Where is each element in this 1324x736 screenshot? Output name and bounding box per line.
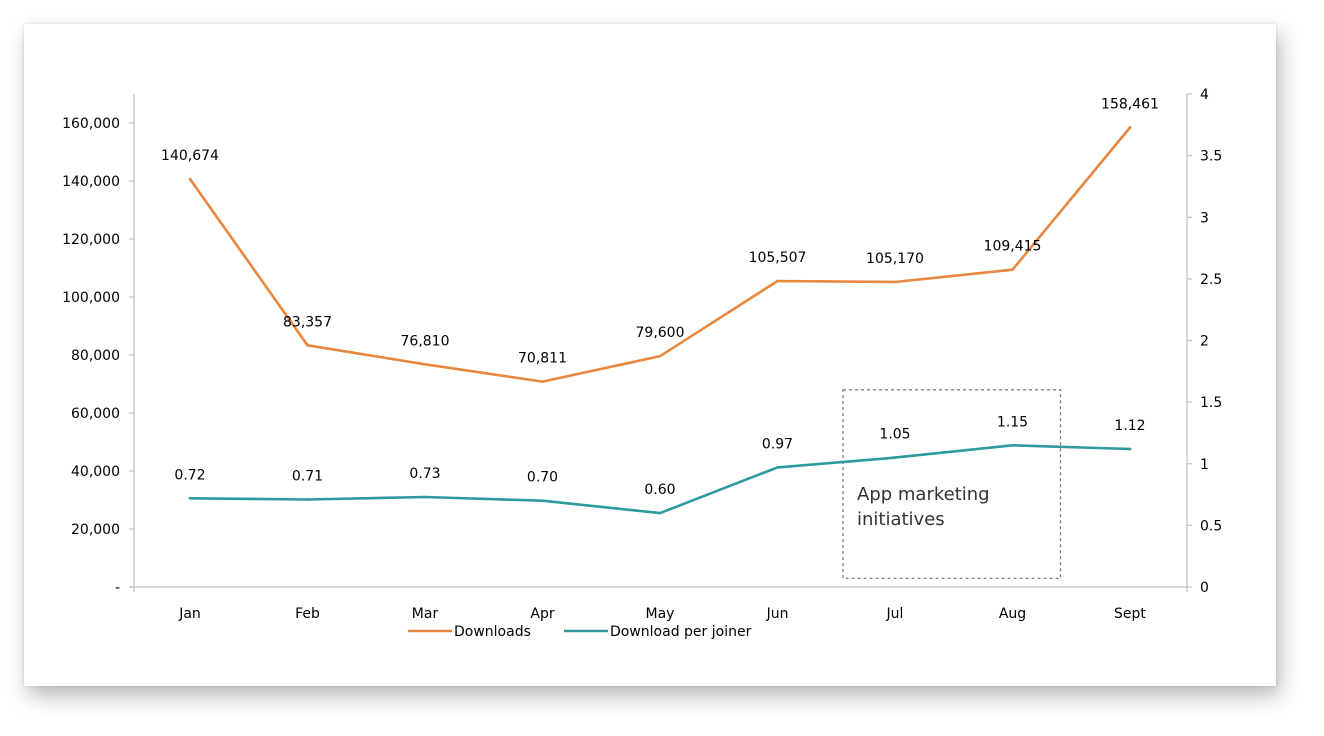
data-point [541, 499, 544, 503]
x-tick-label: May [646, 606, 675, 622]
x-tick-label: Mar [412, 606, 439, 622]
data-label: 0.60 [644, 482, 675, 498]
data-label: 1.05 [879, 427, 910, 443]
data-point [541, 380, 544, 383]
data-label: 105,170 [866, 251, 924, 267]
left-y-tick-label: - [115, 580, 120, 596]
x-tick-label: Aug [999, 606, 1026, 622]
data-label: 105,507 [749, 250, 807, 266]
data-label: 0.70 [527, 470, 558, 486]
annotation-text: App marketing [857, 484, 990, 505]
data-label: 0.72 [174, 467, 205, 483]
right-y-tick-label: 3 [1200, 210, 1209, 226]
x-tick-label: Sept [1114, 606, 1146, 622]
data-point [893, 456, 897, 459]
data-label: 0.97 [762, 436, 793, 452]
data-point [188, 177, 192, 181]
data-point [1011, 268, 1014, 271]
right-y-tick-label: 1 [1200, 457, 1209, 473]
left-y-tick-label: 60,000 [71, 406, 120, 422]
left-y-tick-label: 140,000 [62, 174, 120, 190]
data-label: 109,415 [984, 239, 1042, 255]
data-label: 83,357 [283, 314, 332, 330]
data-point [1128, 126, 1132, 129]
right-y-tick-label: 2.5 [1200, 272, 1222, 288]
data-label: 79,600 [636, 325, 685, 341]
x-tick-label: Jul [886, 606, 904, 622]
data-label: 76,810 [401, 333, 450, 349]
data-point [1011, 443, 1014, 447]
right-y-tick-label: 4 [1200, 87, 1209, 103]
data-label: 0.71 [292, 468, 323, 484]
left-y-tick-label: 20,000 [71, 522, 120, 538]
data-point [893, 280, 897, 284]
data-label: 1.15 [997, 414, 1028, 430]
data-label: 140,674 [161, 148, 219, 164]
data-label: 70,811 [518, 351, 567, 367]
right-y-tick-label: 2 [1200, 334, 1209, 350]
x-tick-label: Feb [295, 606, 320, 622]
data-point [1128, 447, 1132, 451]
data-label: 0.73 [409, 466, 440, 482]
data-label: 1.12 [1114, 418, 1145, 434]
data-point [306, 343, 309, 347]
left-y-tick-label: 120,000 [62, 232, 120, 248]
x-tick-label: Jun [766, 606, 789, 622]
x-tick-label: Jan [178, 606, 201, 622]
annotation-box [842, 389, 1062, 580]
right-y-tick-label: 3.5 [1200, 149, 1222, 165]
data-point [658, 511, 662, 515]
left-y-tick-label: 40,000 [71, 464, 120, 480]
x-tick-label: Apr [530, 606, 554, 622]
data-point [306, 498, 309, 501]
legend-label: Download per joiner [610, 624, 752, 640]
chart-card: - 20,000 40,000 60,000 80,000 100,000 120,000 1… [24, 24, 1276, 686]
data-point [776, 279, 779, 283]
right-y-tick-label: 0 [1200, 580, 1209, 596]
data-point [658, 354, 662, 358]
left-y-tick-label: 100,000 [62, 290, 120, 306]
right-y-tick-label: 0.5 [1200, 518, 1222, 534]
data-point [188, 496, 192, 500]
data-point [423, 495, 427, 499]
line-chart: - 20,000 40,000 60,000 80,000 100,000 120,000 1… [62, 87, 1222, 640]
right-y-tick-label: 1.5 [1200, 395, 1222, 411]
data-label: 158,461 [1101, 96, 1159, 112]
legend-label: Downloads [454, 624, 531, 640]
left-y-tick-label: 80,000 [71, 348, 120, 364]
data-point [423, 362, 427, 366]
annotation-text: initiatives [857, 509, 945, 530]
data-point [776, 466, 779, 469]
left-y-tick-label: 160,000 [62, 116, 120, 132]
